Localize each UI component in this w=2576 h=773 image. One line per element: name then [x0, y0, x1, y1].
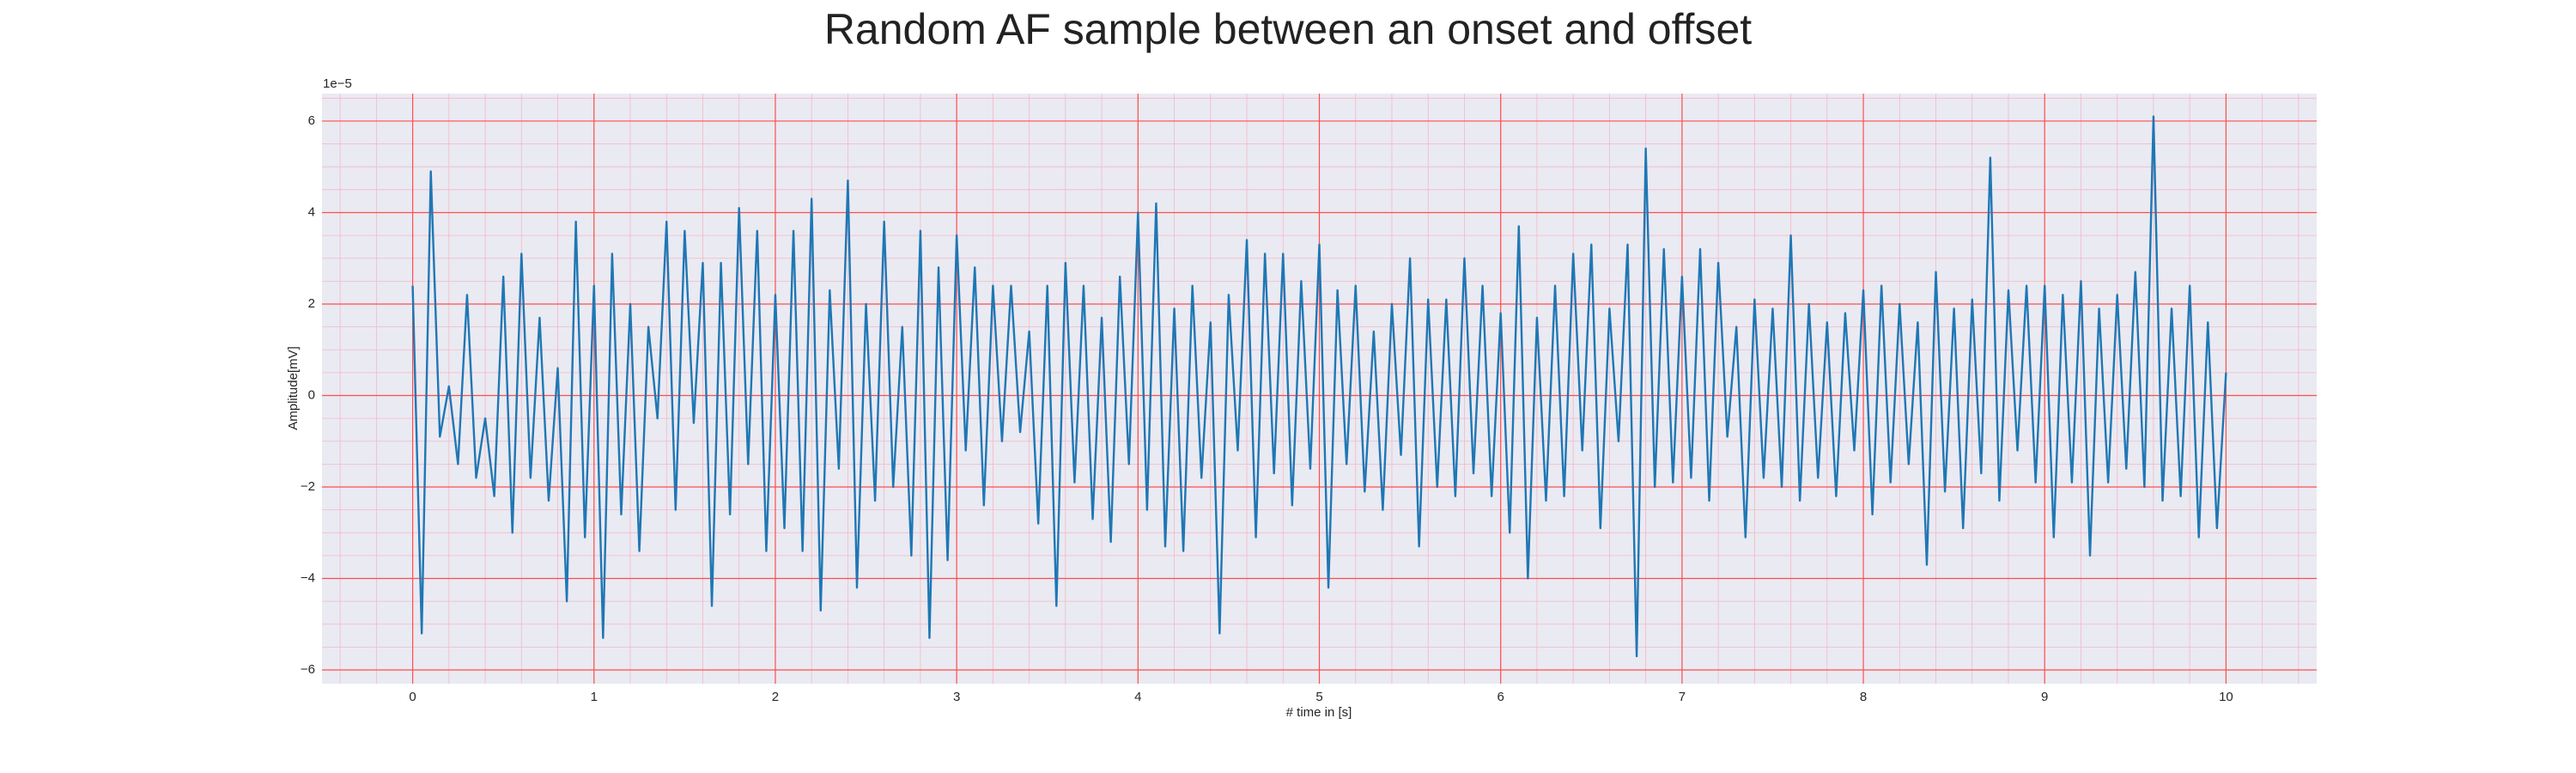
x-axis-label: # time in [s] — [1286, 705, 1352, 720]
y-tick-label: 6 — [308, 113, 315, 128]
y-offset-label: 1e−5 — [323, 76, 352, 91]
data-line — [411, 115, 2227, 658]
x-tick-label: 2 — [772, 690, 779, 704]
y-tick-label: 0 — [308, 387, 315, 402]
y-tick-label: −4 — [301, 570, 315, 585]
y-tick-label: 4 — [308, 204, 315, 219]
x-tick-label: 3 — [953, 690, 960, 704]
y-axis-label: Amplitude[mV] — [286, 346, 301, 430]
y-tick-label: −6 — [301, 662, 315, 677]
x-tick-label: 0 — [409, 690, 416, 704]
chart-title: Random AF sample between an onset and of… — [824, 5, 1752, 53]
x-tick-label: 10 — [2219, 690, 2233, 704]
y-tick-label: 2 — [308, 296, 315, 311]
y-tick-label: −2 — [301, 479, 315, 494]
x-tick-label: 4 — [1134, 690, 1141, 704]
x-tick-label: 9 — [2041, 690, 2048, 704]
x-tick-label: 7 — [1679, 690, 1686, 704]
x-tick-label: 8 — [1860, 690, 1867, 704]
x-tick-label: 5 — [1315, 690, 1322, 704]
x-tick-label: 1 — [591, 690, 598, 704]
x-tick-label: 6 — [1498, 690, 1504, 704]
